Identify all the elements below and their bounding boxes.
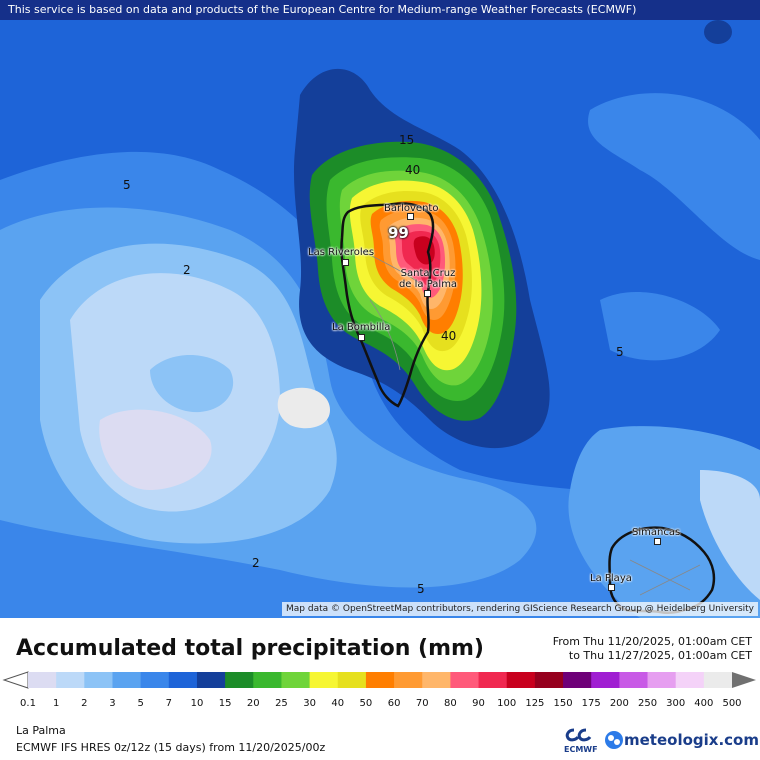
contour-label: 40 (441, 329, 457, 343)
scale-tick-label: 15 (218, 698, 232, 709)
meteologix-logo-icon[interactable] (604, 730, 624, 750)
city-marker (654, 538, 661, 545)
scale-swatch (534, 672, 564, 688)
city-marker (358, 334, 365, 341)
map-canvas (0, 20, 760, 618)
scale-swatch (591, 672, 620, 688)
city-label-santa-cruz[interactable]: Santa Cruz de la Palma (398, 268, 458, 290)
ecmwf-notice: This service is based on data and produc… (0, 0, 760, 20)
scale-swatch (365, 672, 395, 688)
contour-label: 40 (405, 163, 421, 177)
scale-tick-label: 80 (444, 698, 457, 709)
scale-tick-label: 400 (694, 698, 714, 709)
scale-arrow-left-icon (2, 671, 29, 689)
scale-tick-label: 250 (637, 698, 658, 709)
ecmwf-logo-icon[interactable] (560, 726, 600, 756)
scale-tick-label: 40 (331, 698, 345, 709)
city-label-barlovento[interactable]: Barlovento (384, 203, 439, 214)
scale-swatch (168, 672, 198, 688)
legend-panel (0, 618, 760, 760)
meteologix-brand[interactable]: meteologix.com (624, 731, 759, 749)
scale-swatch (450, 672, 480, 688)
scale-tick-label: 300 (666, 698, 686, 709)
scale-swatch (647, 672, 677, 688)
scale-tick-label: 50 (359, 698, 373, 709)
scale-swatch (28, 672, 57, 688)
contour-label: 2 (252, 556, 260, 570)
ecmwf-label: ECMWF (564, 745, 598, 754)
city-marker (608, 584, 615, 591)
scale-tick-label: 0.1 (20, 698, 36, 709)
scale-tick-label: 90 (472, 698, 485, 709)
scale-swatch (337, 672, 367, 688)
scale-tick-label: 125 (525, 698, 545, 709)
scale-swatch (225, 672, 254, 688)
contour-label: 5 (123, 178, 131, 192)
model-info: ECMWF IFS HRES 0z/12z (15 days) from 11/… (16, 741, 326, 754)
scale-swatch (253, 672, 282, 688)
legend-title: Accumulated total precipitation (mm) (16, 636, 484, 661)
contour-label: 2 (183, 263, 191, 277)
scale-tick-label: 175 (581, 698, 601, 709)
city-marker (424, 290, 431, 297)
scale-tick-label: 5 (137, 698, 144, 709)
scale-swatch (281, 672, 311, 688)
color-scale (2, 671, 756, 689)
scale-swatch (703, 672, 733, 688)
contour-label: 5 (616, 345, 624, 359)
scale-swatch (56, 672, 85, 688)
scale-tick-label: 20 (246, 698, 260, 709)
scale-swatch (675, 672, 705, 688)
city-label-las-riveroles[interactable]: Las Riveroles (308, 247, 375, 258)
scale-tick-label: 30 (303, 698, 316, 709)
color-scale-ticks: 0.1 1 2 3 5 7 10 15 20 25 30 40 50 60 70 80 90 100 125 150 1… (0, 698, 760, 712)
map-attribution[interactable]: Map data © OpenStreetMap contributors, r… (282, 602, 758, 616)
scale-swatch (563, 672, 592, 688)
period-from: From Thu 11/20/2025, 01:00am CET (552, 635, 752, 648)
scale-swatch (140, 672, 170, 688)
contour-label: 5 (417, 582, 425, 596)
scale-tick-label: 25 (275, 698, 288, 709)
scale-swatch (196, 672, 226, 688)
scale-tick-label: 7 (165, 698, 172, 709)
scale-tick-label: 150 (553, 698, 573, 709)
scale-tick-label: 70 (415, 698, 429, 709)
scale-swatch (422, 672, 451, 688)
scale-swatch (619, 672, 649, 688)
time-period: From Thu 11/20/2025, 01:00am CET to Thu … (553, 635, 752, 663)
contour-label: 15 (399, 133, 415, 147)
scale-tick-label: 100 (497, 698, 517, 709)
scale-swatch (112, 672, 142, 688)
max-value-label: 99 (388, 224, 409, 242)
location-name: La Palma (16, 724, 66, 737)
scale-tick-label: 200 (609, 698, 629, 709)
city-label-la-bombilla[interactable]: La Bombilla (332, 322, 391, 333)
precipitation-map[interactable]: This service is based on data and produc… (0, 0, 760, 618)
scale-swatch (394, 672, 423, 688)
scale-tick-label: 60 (387, 698, 401, 709)
city-label-simancas[interactable]: Simancas (632, 527, 681, 538)
scale-tick-label: 3 (109, 698, 116, 709)
scale-tick-label: 1 (52, 698, 60, 709)
scale-swatch (309, 672, 339, 688)
city-marker (342, 259, 349, 266)
scale-tick-label: 500 (722, 698, 742, 709)
city-label-la-playa[interactable]: La Playa (590, 573, 632, 584)
period-to: to Thu 11/27/2025, 01:00am CET (568, 649, 752, 662)
scale-swatch (84, 672, 113, 688)
scale-swatch (478, 672, 508, 688)
scale-tick-label: 2 (81, 698, 88, 709)
scale-arrow-right-icon (732, 672, 756, 688)
scale-swatch (506, 672, 536, 688)
city-marker (407, 213, 414, 220)
scale-tick-label: 10 (190, 698, 204, 709)
